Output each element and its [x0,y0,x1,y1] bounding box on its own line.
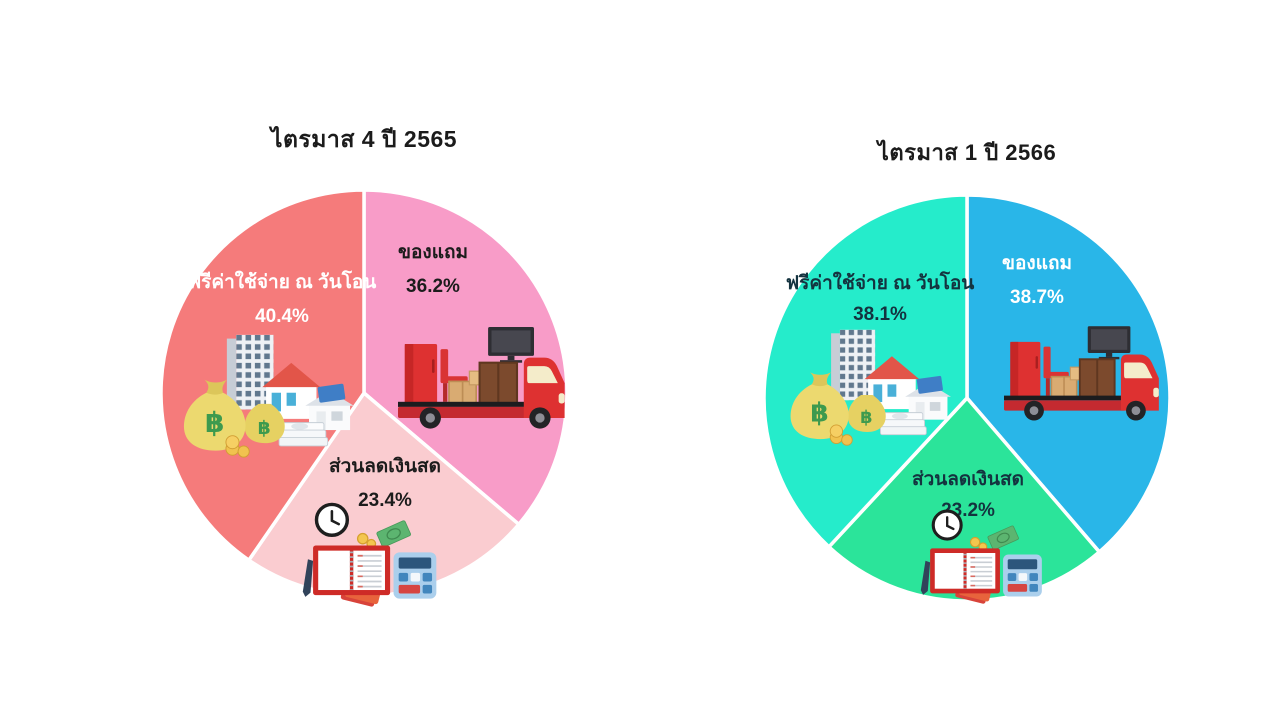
slice-name: ส่วนลดเงินสด [329,456,441,477]
slice-name: ฟรีค่าใช้จ่าย ณ วันโอน [785,273,975,294]
pie-slice-0 [362,188,569,527]
money-bags-real-estate-icon [785,328,953,447]
slice-percentage: 36.2% [406,276,460,297]
slice-name: ของแถม [398,242,468,263]
delivery-truck-icon [398,327,568,429]
slice-label-freebies: ของแถม 38.7% [1002,254,1072,307]
slice-name: ส่วนลดเงินสด [912,469,1024,490]
clock-notebook-calculator-icon [294,501,440,608]
money-bags-real-estate-icon [178,333,356,459]
slice-percentage: 38.7% [1010,287,1064,308]
chart-title: ไตรมาส 4 ปี 2565 [270,126,458,152]
chart-title: ไตรมาส 1 ปี 2566 [877,140,1057,165]
slice-percentage: 38.1% [853,304,907,325]
slice-percentage: 40.4% [255,306,309,327]
slice-name: ของแถม [1002,253,1072,274]
slice-name: ฟรีค่าใช้จ่าย ณ วันโอน [187,272,377,293]
pie-chart-q1-2566: ไตรมาส 1 ปี 2566 ของแถม 38.7% ฟรีค่าใช้จ… [761,135,1173,635]
pie-chart-q4-2565: ไตรมาส 4 ปี 2565 ของแถม 36.2% ฟรีค่าใช้จ… [158,122,570,622]
pie-slice-1 [827,396,1102,603]
slice-label-freebies: ของแถม 36.2% [398,243,468,296]
pie-area: ของแถม 36.2% ฟรีค่าใช้จ่าย ณ วันโอน 40.4… [158,187,570,599]
slice-percentage: 23.4% [358,490,412,511]
slice-label-free-transfer-fees: ฟรีค่าใช้จ่าย ณ วันโอน 40.4% [188,273,377,326]
slice-label-cash-discount: ส่วนลดเงินสด 23.4% [329,457,441,510]
slice-label-free-transfer-fees: ฟรีค่าใช้จ่าย ณ วันโอน 38.1% [786,274,975,324]
pie-slice-1 [247,391,521,598]
delivery-truck-icon [1004,326,1162,421]
pie-area: ของแถม 38.7% ฟรีค่าใช้จ่าย ณ วันโอน 38.1… [761,192,1173,604]
clock-notebook-calculator-icon [913,508,1045,605]
